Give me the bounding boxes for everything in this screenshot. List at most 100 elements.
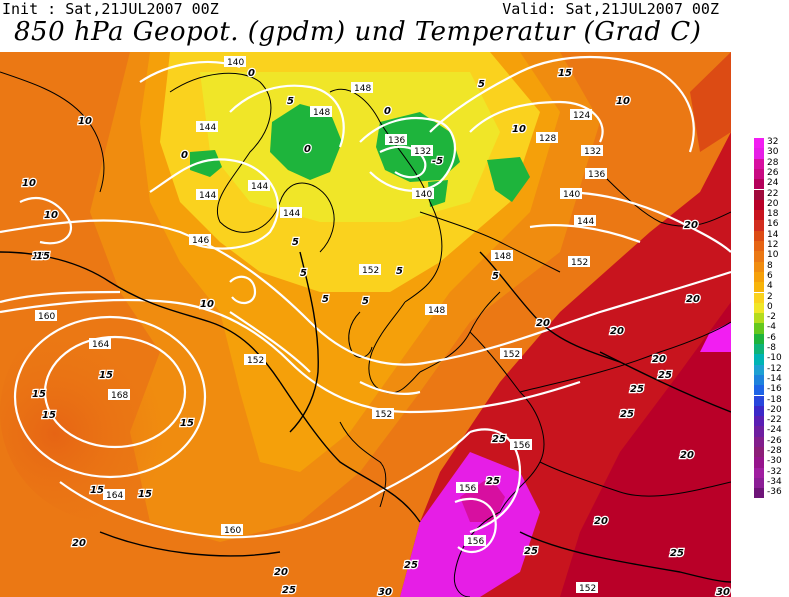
svg-text:124: 124 (573, 111, 590, 121)
gp-label: 140 (412, 188, 434, 200)
legend-tick-label: 30 (767, 147, 779, 158)
temp-label: 10 (78, 116, 92, 127)
gp-label: 144 (196, 121, 218, 133)
temp-label: 25 (404, 560, 418, 571)
svg-text:152: 152 (503, 350, 520, 360)
temp-label: 15 (32, 251, 46, 262)
init-time-label: Init : Sat,21JUL2007 00Z (2, 0, 219, 18)
gp-label: 156 (510, 439, 532, 451)
gp-label: 152 (576, 582, 598, 594)
temperature-contours (0, 251, 731, 583)
gp-label: 164 (89, 338, 111, 350)
svg-text:152: 152 (579, 584, 596, 594)
legend-color-swatch (754, 138, 764, 149)
legend-color-swatch (754, 426, 764, 437)
temp-region-dark-red (560, 302, 731, 597)
legend-color-swatch (754, 385, 764, 396)
geopotential-contours (0, 55, 731, 554)
temp-label: 5 (492, 271, 499, 282)
legend-tick-label: 2 (767, 291, 773, 302)
header: Init : Sat,21JUL2007 00Z Valid: Sat,21JU… (0, 0, 789, 50)
svg-text:136: 136 (588, 170, 605, 180)
gp-label: 124 (570, 109, 592, 121)
temp-label: 20 (72, 538, 86, 549)
gp-label: 146 (189, 234, 211, 246)
gp-label: 144 (196, 189, 218, 201)
legend-tick-label: 28 (767, 157, 779, 168)
temp-label: 10 (44, 210, 58, 221)
valid-time-label: Valid: Sat,21JUL2007 00Z (502, 0, 719, 18)
svg-text:148: 148 (494, 252, 511, 262)
gp-label: 156 (464, 535, 486, 547)
legend-tick-label: -28 (767, 446, 782, 456)
svg-text:146: 146 (192, 236, 209, 246)
temp-label: 10 (616, 96, 630, 107)
svg-text:144: 144 (199, 191, 216, 201)
legend-color-swatch (754, 364, 764, 375)
legend-tick-label: -16 (767, 384, 782, 395)
cold-area-greenland (270, 104, 342, 180)
gp-label: 152 (500, 348, 522, 360)
legend-color-swatch (754, 282, 764, 293)
legend-tick-label: 18 (767, 209, 779, 220)
legend-color-swatch (754, 395, 764, 406)
svg-text:148: 148 (428, 306, 445, 316)
legend-color-swatch (754, 251, 764, 262)
legend-color-swatch (754, 313, 764, 324)
legend-color-swatch (754, 457, 764, 468)
temp-label: -5 (432, 156, 443, 167)
temperature-labels: 10 10 10 10 15 5 0 0 0 5 0 -5 5 5 10 15 … (21, 67, 731, 597)
legend-color-swatch (754, 302, 764, 314)
temp-label: 30 (716, 587, 730, 597)
legend-tick-label: 14 (767, 229, 779, 240)
temp-label: 5 (396, 266, 403, 277)
svg-text:164: 164 (106, 491, 123, 501)
temp-label: 20 (610, 326, 624, 337)
cold-area-west (190, 150, 222, 177)
svg-text:160: 160 (38, 312, 55, 322)
legend-tick-label: -36 (767, 487, 782, 498)
temp-label: 25 (282, 585, 296, 596)
gp-label: 136 (385, 134, 407, 146)
svg-text:132: 132 (584, 147, 601, 157)
temp-label: 5 (478, 79, 485, 90)
legend-color-swatch (754, 354, 764, 365)
legend-tick-label: -20 (767, 404, 782, 415)
temp-label: 25 (670, 548, 684, 559)
map-canvas: 140 148 144 148 136 132 124 128 132 136 … (0, 52, 731, 597)
temp-label: 5 (292, 237, 299, 248)
svg-text:148: 148 (313, 108, 330, 118)
hot-region-iberia (400, 452, 540, 597)
temp-label: 10 (200, 299, 214, 310)
legend-tick-label: 6 (767, 270, 773, 281)
temp-label: 15 (36, 251, 50, 262)
legend-color-swatch (754, 333, 764, 344)
geopotential-labels: 140 148 144 148 136 132 124 128 132 136 … (35, 56, 607, 594)
svg-text:156: 156 (459, 484, 476, 494)
svg-text:128: 128 (539, 134, 556, 144)
svg-text:152: 152 (571, 258, 588, 268)
temp-label: 15 (558, 68, 572, 79)
gp-label: 128 (536, 132, 558, 144)
legend-tick-label: -12 (767, 363, 782, 374)
legend-tick-label: -26 (767, 435, 782, 446)
gp-label: 148 (491, 250, 513, 262)
legend-color-swatch (754, 416, 764, 427)
temp-label: 25 (630, 384, 644, 395)
gp-label: 168 (108, 389, 130, 401)
legend-tick-label: -24 (767, 425, 782, 436)
legend-tick-label: -10 (767, 353, 782, 364)
gp-label: 152 (244, 354, 266, 366)
warm-region-west (0, 302, 220, 522)
temp-label: 20 (652, 354, 666, 365)
legend-tick-label: -30 (767, 456, 782, 467)
temp-label: 0 (384, 106, 391, 117)
legend-tick-label: 12 (767, 240, 779, 250)
temp-label: 10 (22, 178, 36, 189)
temp-label: 15 (42, 410, 56, 421)
legend-color-swatch (754, 344, 764, 355)
svg-text:152: 152 (362, 266, 379, 276)
gp-label: 144 (280, 207, 302, 219)
temp-label: 20 (680, 450, 694, 461)
legend-color-swatch (754, 323, 764, 334)
